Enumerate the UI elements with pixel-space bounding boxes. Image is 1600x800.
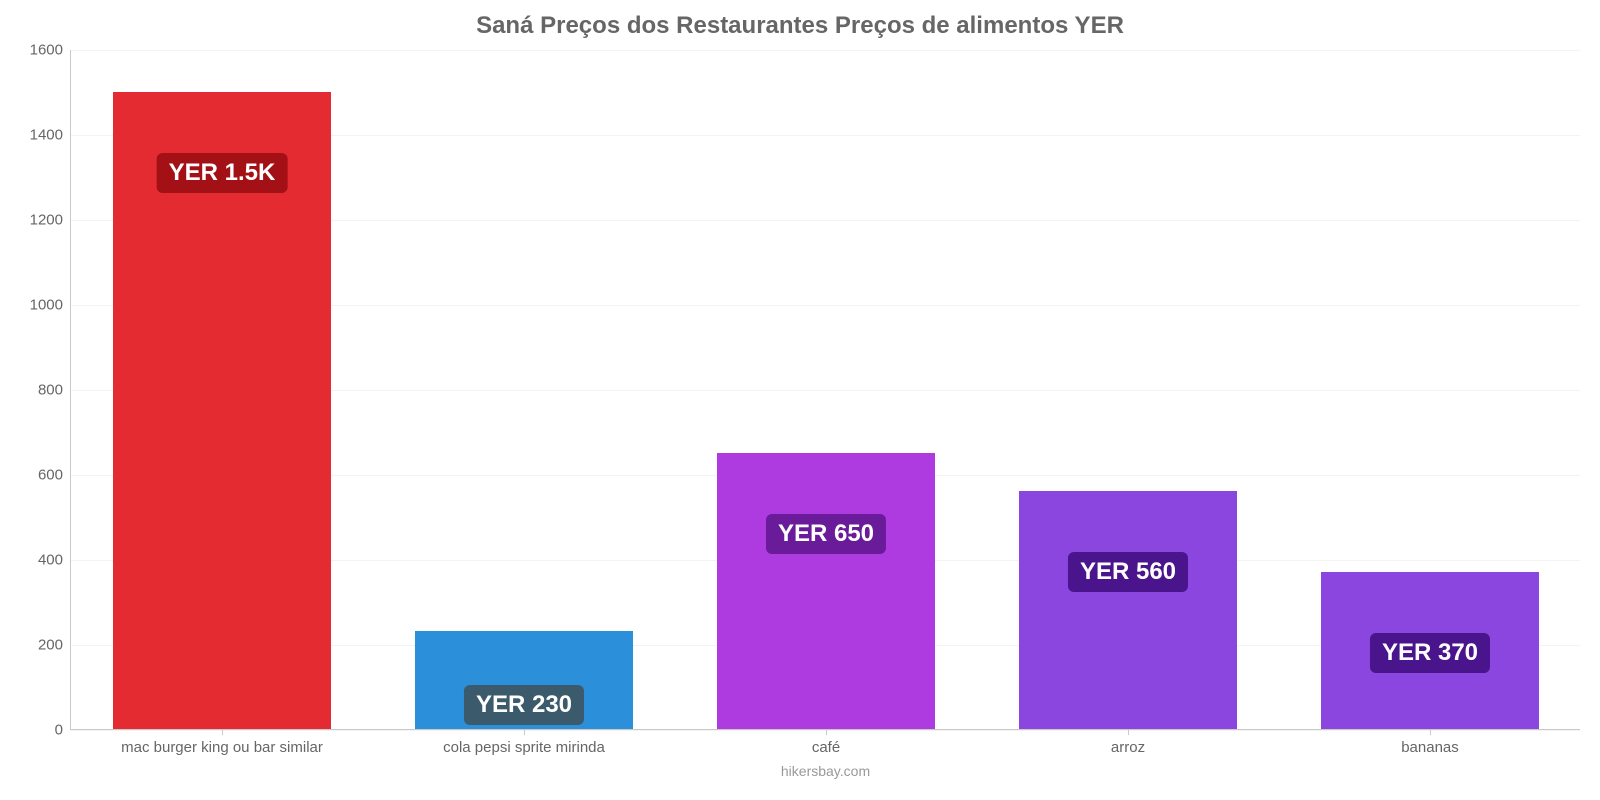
value-badge: YER 650 [766,514,886,554]
bar [1019,491,1236,729]
x-tick-label: mac burger king ou bar similar [121,729,323,756]
chart-container: Saná Preços dos Restaurantes Preços de a… [0,0,1600,800]
y-tick-label: 600 [38,467,71,484]
y-tick-label: 1400 [30,127,71,144]
gridline [71,50,1580,51]
y-tick-label: 0 [55,722,71,739]
y-tick-label: 200 [38,637,71,654]
x-tick-label: café [812,729,840,756]
chart-title: Saná Preços dos Restaurantes Preços de a… [0,0,1600,40]
y-tick-label: 800 [38,382,71,399]
value-badge: YER 230 [464,685,584,725]
source-label: hikersbay.com [781,763,870,779]
x-tick-label: cola pepsi sprite mirinda [443,729,605,756]
bar [717,453,934,729]
y-tick-label: 1600 [30,42,71,59]
y-tick-label: 1000 [30,297,71,314]
y-tick-label: 1200 [30,212,71,229]
y-tick-label: 400 [38,552,71,569]
x-tick-label: bananas [1401,729,1459,756]
value-badge: YER 370 [1370,633,1490,673]
value-badge: YER 1.5K [157,153,288,193]
x-tick-label: arroz [1111,729,1145,756]
plot-area: hikersbay.com 02004006008001000120014001… [70,50,1580,730]
value-badge: YER 560 [1068,552,1188,592]
